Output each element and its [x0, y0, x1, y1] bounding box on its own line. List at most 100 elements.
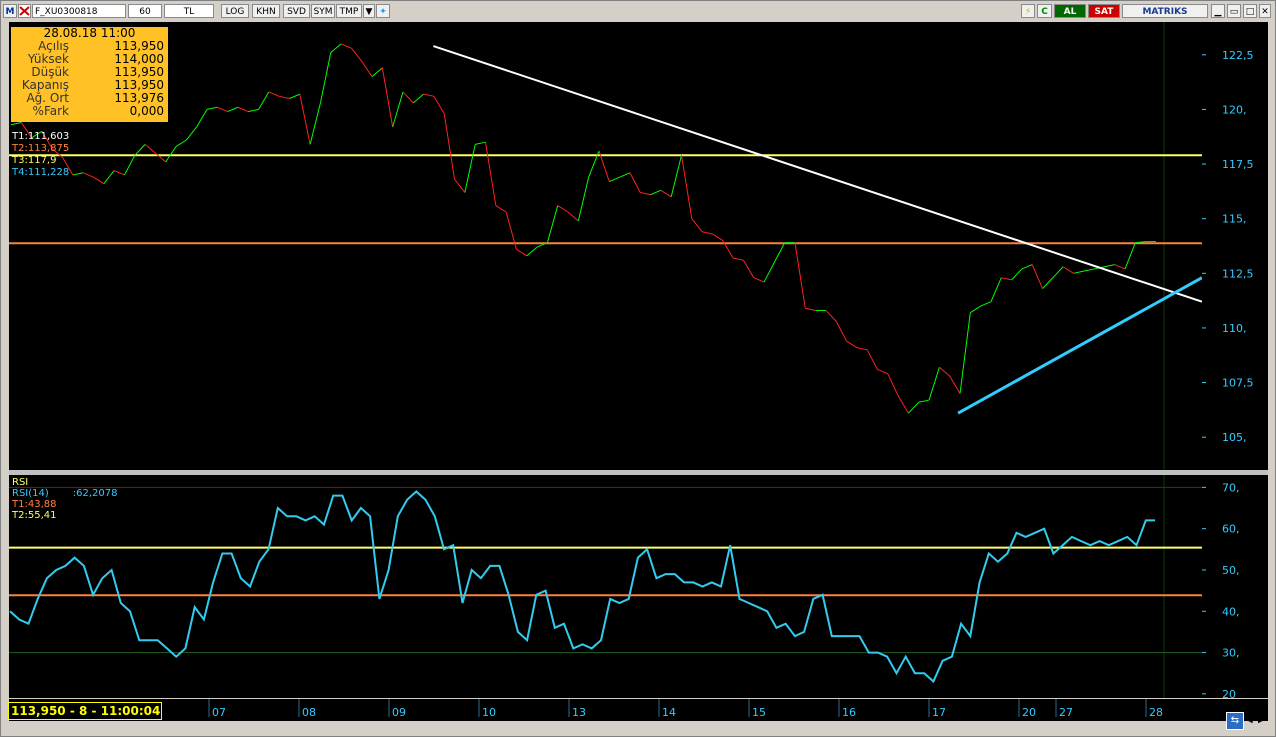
scroll-left-icon[interactable]: ◀	[1245, 714, 1253, 725]
price-segment	[887, 373, 899, 396]
price-segment	[1114, 264, 1126, 270]
rsi-tick-label: 50,	[1222, 564, 1240, 577]
trend-label-t2: T2:113,875	[12, 143, 70, 154]
dropdown-arrow-icon[interactable]: ▼	[363, 4, 375, 18]
info-value: 113,950	[114, 78, 164, 92]
price-segment	[866, 349, 878, 370]
price-segment	[165, 146, 177, 163]
price-segment	[1062, 266, 1074, 274]
currency-field[interactable]: TL	[164, 4, 214, 18]
info-value: 113,976	[114, 91, 164, 105]
price-segment	[72, 172, 84, 176]
pane-separator[interactable]	[9, 470, 1268, 475]
price-segment	[268, 91, 280, 97]
price-plot	[9, 22, 1203, 470]
price-segment	[361, 61, 373, 77]
menu-m-icon[interactable]: M	[3, 4, 17, 18]
price-segment	[516, 248, 528, 257]
info-value: 0,000	[129, 104, 164, 118]
price-segment	[217, 106, 228, 113]
info-label: Düşük	[31, 65, 69, 79]
price-segment	[732, 257, 744, 261]
time-tick-label: 13	[572, 706, 586, 719]
price-segment	[1073, 270, 1084, 274]
price-segment	[227, 106, 239, 113]
period-field[interactable]: 60	[128, 4, 162, 18]
price-segment	[609, 176, 620, 182]
minimize-icon[interactable]: ▁	[1211, 4, 1225, 18]
price-segment	[1135, 241, 1146, 244]
price-segment	[918, 399, 930, 403]
price-segment	[51, 148, 63, 158]
restore-icon[interactable]: ▭	[1227, 4, 1241, 18]
sym-button[interactable]: SYM	[311, 4, 335, 18]
price-segment	[206, 106, 218, 110]
price-segment	[10, 122, 22, 126]
price-segment	[1011, 268, 1023, 281]
info-row: Ağ. Ort 113,976	[11, 92, 168, 105]
price-segment	[475, 141, 486, 145]
price-axis: 122,5 120, 117,5 115, 112,5 110, 107,5 105,	[1202, 22, 1268, 470]
rsi-tick-label: 20	[1222, 688, 1236, 698]
price-segment	[908, 401, 920, 414]
price-segment	[1104, 264, 1115, 268]
price-segment	[258, 91, 270, 110]
price-segment	[103, 170, 115, 185]
twitter-icon[interactable]: ✦	[376, 4, 390, 18]
sell-button[interactable]: SAT	[1088, 4, 1120, 18]
time-tick-label: 08	[302, 706, 316, 719]
price-segment	[196, 109, 208, 128]
price-segment	[20, 122, 33, 139]
price-chart[interactable]	[9, 22, 1203, 470]
trend-line-cyan	[957, 276, 1203, 415]
price-segment	[124, 155, 136, 176]
price-segment	[990, 277, 1002, 302]
khn-button[interactable]: KHN	[252, 4, 280, 18]
maximize-icon[interactable]: □	[1243, 4, 1257, 18]
price-segment	[980, 301, 992, 307]
lightning-icon[interactable]: ⚡	[1021, 4, 1035, 18]
tmp-button[interactable]: TMP	[336, 4, 362, 18]
price-segment	[495, 205, 507, 213]
svd-button[interactable]: SVD	[283, 4, 310, 18]
price-segment	[660, 189, 672, 198]
price-tick-label: 120,	[1222, 103, 1247, 116]
rsi-tick-label: 60,	[1222, 523, 1240, 536]
buy-button[interactable]: AL	[1054, 4, 1086, 18]
rsi-chart[interactable]	[9, 475, 1202, 698]
price-segment	[1083, 268, 1095, 272]
status-readout: 113,950 - 8 - 11:00:04	[8, 702, 162, 720]
price-segment	[742, 259, 755, 278]
price-segment	[351, 47, 363, 62]
price-segment	[248, 108, 259, 113]
price-tick-label: 107,5	[1222, 377, 1254, 390]
trend-label-t3: T3:117,9	[12, 155, 57, 166]
price-segment	[691, 218, 703, 233]
log-button[interactable]: LOG	[221, 4, 249, 18]
time-tick-label: 10	[482, 706, 496, 719]
price-segment	[629, 172, 641, 193]
scroll-mode-icon[interactable]: ⇆	[1226, 712, 1244, 730]
price-segment	[454, 179, 466, 193]
price-segment	[567, 211, 579, 222]
time-tick-label: 27	[1059, 706, 1073, 719]
price-tick-label: 105,	[1222, 431, 1247, 444]
price-segment	[835, 321, 847, 342]
refresh-icon[interactable]: C	[1037, 4, 1052, 18]
price-segment	[877, 369, 888, 375]
rsi-plot	[9, 475, 1202, 698]
price-segment	[970, 305, 981, 314]
price-segment	[319, 52, 332, 103]
symbol-field[interactable]: F_XU0300818	[32, 4, 126, 18]
price-segment	[928, 367, 940, 401]
price-segment	[41, 131, 53, 150]
info-row: Düşük 113,950	[11, 66, 168, 79]
price-segment	[897, 395, 909, 414]
price-tick-label: 112,5	[1222, 267, 1254, 280]
close-icon[interactable]: ✕	[1259, 4, 1271, 18]
scroll-right-icon[interactable]: ▶	[1258, 714, 1266, 725]
flag-icon[interactable]	[18, 4, 31, 18]
rsi-axis: 70, 60, 50, 40, 30, 20	[1202, 475, 1268, 701]
info-label: Kapanış	[21, 78, 69, 92]
price-segment	[1031, 264, 1043, 289]
